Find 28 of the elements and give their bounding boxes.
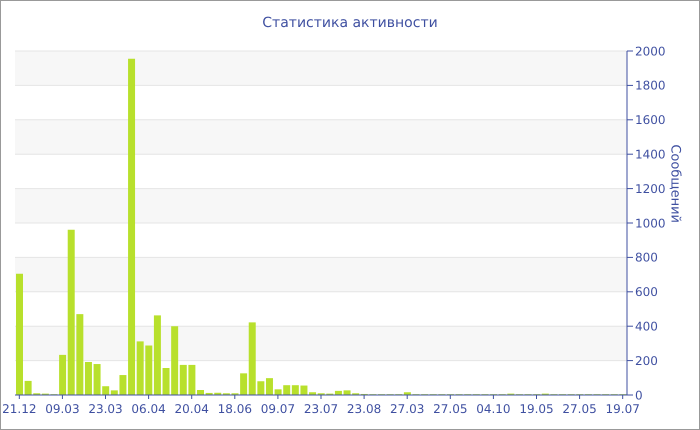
x-tick-label: 09.03: [45, 402, 80, 416]
y-axis-title: Сообщений: [667, 144, 682, 223]
x-tick-label: 06.04: [131, 402, 166, 416]
x-tick-label: 23.08: [346, 402, 382, 416]
x-tick-label: 04.10: [476, 402, 511, 416]
y-tick-label: 1800: [635, 78, 666, 93]
y-tick-label: 2000: [635, 44, 666, 58]
y-tick-label: 1400: [635, 147, 666, 162]
x-tick-label: 27.05: [562, 402, 597, 416]
y-tick-label: 200: [635, 354, 658, 368]
x-tick-label: 18.06: [218, 402, 252, 416]
y-tick-label: 0: [635, 388, 643, 402]
x-tick-label: 27.03: [390, 402, 424, 416]
chart-title: Статистика активности: [261, 15, 439, 31]
y-tick-label: 400: [635, 319, 658, 334]
x-tick-label: 19.05: [519, 402, 554, 416]
y-tick-label: 800: [635, 250, 658, 265]
y-tick-label: 1200: [635, 182, 666, 196]
x-tick-label: 21.12: [2, 402, 36, 416]
x-tick-label: 19.07: [606, 402, 640, 416]
x-tick-label: 20.04: [174, 402, 209, 416]
x-tick-label: 09.07: [260, 402, 296, 416]
x-tick-label: 23.03: [88, 402, 123, 416]
x-tick-label: 27.05: [433, 402, 468, 416]
y-tick-label: 600: [635, 285, 658, 300]
y-tick-label: 1600: [635, 113, 666, 128]
x-tick-label: 23.07: [304, 402, 338, 416]
y-tick-label: 1000: [635, 216, 666, 230]
